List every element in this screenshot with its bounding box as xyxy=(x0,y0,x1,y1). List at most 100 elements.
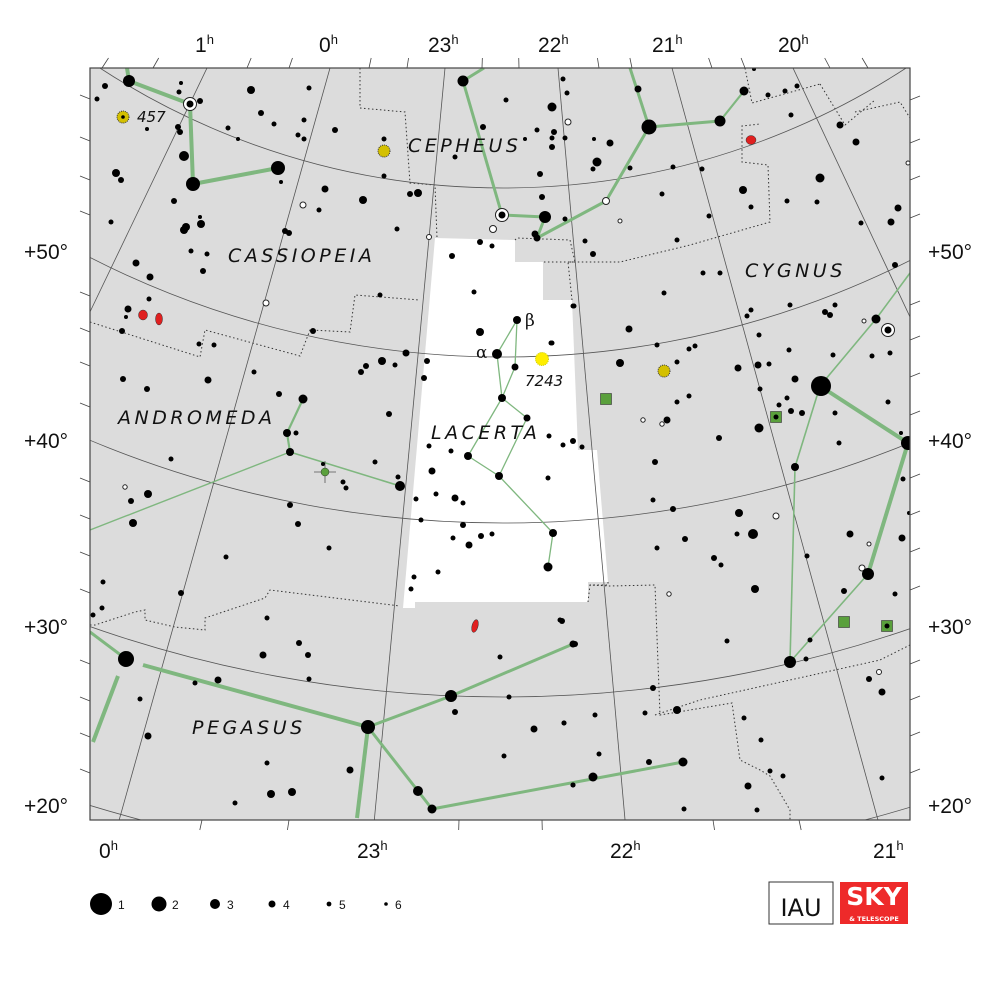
star xyxy=(377,292,383,298)
constellation-line xyxy=(875,272,910,320)
star xyxy=(168,456,174,462)
star xyxy=(682,536,688,542)
star xyxy=(450,535,456,541)
star xyxy=(836,440,842,446)
star xyxy=(530,725,538,733)
variable-star xyxy=(876,669,882,675)
ra-labels-bottom: 0h 23h 22h 21h xyxy=(99,838,904,863)
star xyxy=(887,350,893,356)
edge-tick xyxy=(79,768,91,774)
star xyxy=(413,496,419,502)
star xyxy=(714,115,726,127)
star xyxy=(361,720,375,734)
star xyxy=(734,531,740,537)
star xyxy=(177,129,183,135)
star xyxy=(418,517,424,523)
star xyxy=(869,353,875,359)
star xyxy=(799,410,805,416)
star xyxy=(559,618,565,624)
star xyxy=(756,332,762,338)
boundary-line xyxy=(588,582,609,586)
edge-tick xyxy=(79,136,91,142)
star xyxy=(428,467,436,475)
lacerta-region xyxy=(403,238,608,608)
variable-star xyxy=(772,512,780,520)
star xyxy=(340,479,346,485)
ra-label: 1h xyxy=(195,32,214,57)
star xyxy=(171,198,177,204)
star xyxy=(748,204,754,210)
legend-mag-6: 6 xyxy=(395,898,402,912)
star xyxy=(188,248,194,254)
star xyxy=(846,530,854,538)
star xyxy=(378,357,386,365)
star xyxy=(295,132,301,138)
star xyxy=(634,85,642,93)
star xyxy=(791,463,799,471)
star xyxy=(100,579,106,585)
star xyxy=(276,391,282,397)
star xyxy=(247,86,255,94)
label-andromeda: ANDROMEDA xyxy=(116,407,276,429)
star xyxy=(549,529,557,537)
star xyxy=(654,545,660,551)
ra-meridian xyxy=(671,68,879,820)
star xyxy=(511,363,519,371)
boundary-line xyxy=(654,644,910,716)
star xyxy=(661,290,667,296)
label-cassiopeia: CASSIOPEIA xyxy=(228,245,375,267)
ra-label: 0h xyxy=(99,838,118,863)
edge-tick xyxy=(909,473,921,479)
star xyxy=(560,76,566,82)
star xyxy=(898,534,906,542)
star xyxy=(674,359,680,365)
emission-nebula xyxy=(600,393,612,405)
star xyxy=(663,416,671,424)
edge-tick xyxy=(368,57,372,69)
constellation-line xyxy=(819,318,877,387)
constellation-line xyxy=(142,663,369,729)
star xyxy=(449,253,455,259)
star xyxy=(592,137,596,141)
star xyxy=(306,85,312,91)
star xyxy=(748,307,754,313)
constellation-line xyxy=(501,366,516,399)
star xyxy=(457,75,469,87)
star xyxy=(570,782,576,788)
star xyxy=(718,562,724,568)
star xyxy=(804,553,810,559)
galaxy xyxy=(155,312,163,326)
star xyxy=(186,100,194,108)
star xyxy=(751,585,759,593)
edge-ticks xyxy=(79,57,921,831)
edge-tick xyxy=(79,210,91,216)
telescope-logo-text: & TELESCOPE xyxy=(849,915,899,923)
constellation-line xyxy=(514,319,518,368)
star xyxy=(757,386,763,392)
star xyxy=(501,753,507,759)
star xyxy=(588,772,598,782)
star xyxy=(564,90,570,96)
edge-tick xyxy=(101,57,109,69)
star xyxy=(408,586,414,592)
constellation-line xyxy=(547,532,554,568)
edge-tick xyxy=(288,57,293,69)
star xyxy=(579,444,585,450)
star xyxy=(767,768,773,774)
star xyxy=(198,215,202,219)
ra-meridian xyxy=(557,68,626,820)
star xyxy=(395,481,405,491)
legend-mag-5-dot xyxy=(326,901,332,907)
star xyxy=(180,226,188,234)
star xyxy=(124,305,132,313)
star xyxy=(900,476,906,482)
star xyxy=(124,315,128,319)
star xyxy=(892,262,898,268)
variable-star xyxy=(659,421,665,427)
star xyxy=(286,448,294,456)
edge-tick xyxy=(909,175,921,181)
planetary-nebula xyxy=(320,467,330,477)
ra-meridian xyxy=(373,68,446,820)
edge-tick xyxy=(909,95,921,101)
star xyxy=(784,198,790,204)
